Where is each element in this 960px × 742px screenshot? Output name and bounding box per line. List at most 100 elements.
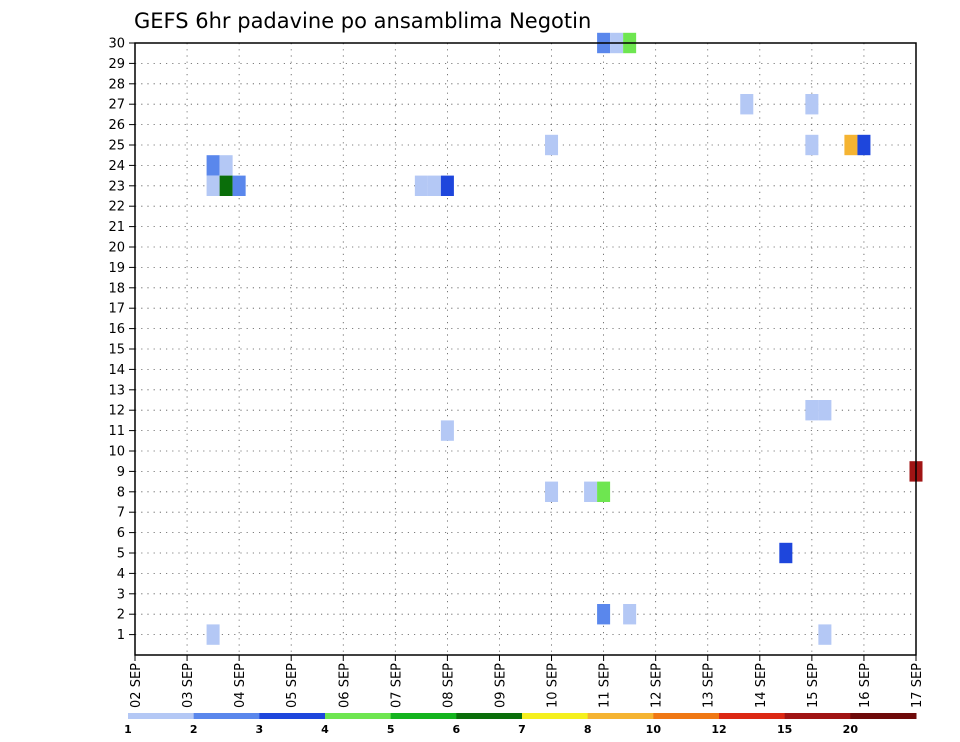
precip-cell <box>440 175 454 196</box>
precip-cell <box>206 155 220 176</box>
x-tick-label: 12 SEP <box>650 663 665 708</box>
y-tick-label: 17 <box>108 302 125 317</box>
y-tick-label: 23 <box>108 179 125 194</box>
precip-cell <box>584 481 598 502</box>
precip-cell <box>844 134 858 156</box>
colorbar-swatch <box>784 713 851 719</box>
y-tick-label: 18 <box>108 281 125 296</box>
x-tick-label: 02 SEP <box>129 663 144 708</box>
precip-cell <box>857 134 871 156</box>
x-tick-label: 14 SEP <box>754 663 769 708</box>
x-tick-label: 16 SEP <box>858 663 873 708</box>
x-tick-label: 13 SEP <box>702 663 717 708</box>
y-tick-label: 22 <box>108 200 125 215</box>
precip-cell <box>545 481 559 502</box>
colorbar-legend: 1 2 3 4 5 6 7 8 10 12 15 20 <box>124 713 917 736</box>
colorbar-label: 20 <box>843 723 859 736</box>
y-tick-label: 28 <box>108 77 125 92</box>
y-tick-label: 29 <box>108 57 125 72</box>
y-axis: 1234567891011121314151617181920212223242… <box>108 37 135 643</box>
y-tick-label: 20 <box>108 241 125 256</box>
x-tick-label: 10 SEP <box>546 663 561 708</box>
precip-cell <box>818 624 832 645</box>
y-tick-label: 7 <box>117 506 125 521</box>
x-tick-label: 15 SEP <box>806 663 821 708</box>
colorbar-label: 12 <box>711 723 726 736</box>
precip-cell <box>623 604 637 625</box>
y-tick-label: 15 <box>108 343 125 358</box>
y-tick-label: 8 <box>117 485 125 500</box>
precip-cell <box>206 624 220 645</box>
precip-cell <box>818 400 832 421</box>
y-tick-label: 2 <box>117 608 125 623</box>
y-tick-label: 5 <box>117 547 125 562</box>
colorbar-label: 8 <box>584 723 592 736</box>
y-tick-label: 9 <box>117 465 125 480</box>
colorbar-label: 5 <box>387 723 395 736</box>
colorbar-swatch <box>193 713 260 719</box>
colorbar-label: 6 <box>453 723 461 736</box>
colorbar-swatch <box>390 713 457 719</box>
colorbar-swatch <box>850 713 917 719</box>
colorbar-label: 1 <box>124 723 132 736</box>
colorbar-swatch <box>128 713 195 719</box>
y-tick-label: 1 <box>117 628 125 643</box>
precip-cell <box>219 175 233 196</box>
x-tick-label: 11 SEP <box>598 663 613 708</box>
chart-title: GEFS 6hr padavine po ansamblima Negotin <box>134 9 591 33</box>
grid-lines <box>134 42 917 655</box>
colorbar-swatch <box>259 713 326 719</box>
precip-cell <box>779 542 793 564</box>
colorbar-label: 15 <box>777 723 792 736</box>
y-tick-label: 19 <box>108 261 125 276</box>
colorbar-swatch <box>719 713 786 719</box>
x-tick-label: 03 SEP <box>181 663 196 708</box>
precip-cell <box>805 94 819 115</box>
y-tick-label: 12 <box>108 404 125 419</box>
y-tick-label: 27 <box>108 98 125 113</box>
colorbar-label: 3 <box>256 723 264 736</box>
y-tick-label: 21 <box>108 220 125 235</box>
colorbar-swatch <box>325 713 392 719</box>
y-tick-label: 14 <box>108 363 125 378</box>
precip-cell <box>206 175 220 196</box>
y-tick-label: 30 <box>108 37 125 52</box>
y-tick-label: 24 <box>108 159 125 174</box>
y-tick-label: 25 <box>108 139 125 154</box>
x-tick-label: 06 SEP <box>337 663 352 708</box>
precip-cell <box>805 134 819 156</box>
y-tick-label: 11 <box>108 424 125 439</box>
y-tick-label: 3 <box>117 587 125 602</box>
precip-cell <box>597 604 611 625</box>
precip-cell <box>440 420 454 441</box>
x-tick-label: 07 SEP <box>389 663 404 708</box>
colorbar-label: 10 <box>646 723 662 736</box>
x-tick-label: 05 SEP <box>285 663 300 708</box>
colorbar-swatch <box>456 713 523 719</box>
y-tick-label: 4 <box>117 567 125 582</box>
colorbar-label: 4 <box>321 723 329 736</box>
precip-cell <box>219 155 233 176</box>
precip-cell <box>805 400 819 421</box>
x-tick-label: 08 SEP <box>441 663 456 708</box>
y-tick-label: 16 <box>108 322 125 337</box>
precip-cell <box>545 134 559 156</box>
x-tick-label: 04 SEP <box>233 663 248 708</box>
precip-cell <box>740 94 754 115</box>
precip-cell <box>232 175 246 196</box>
x-axis: 02 SEP 03 SEP 04 SEP 05 SEP 06 SEP 07 SEP 08 S… <box>129 655 925 708</box>
data-cells <box>206 32 923 645</box>
colorbar-swatch <box>587 713 654 719</box>
precip-cell <box>414 175 428 196</box>
x-tick-label: 09 SEP <box>493 663 508 708</box>
colorbar-swatch <box>653 713 720 719</box>
colorbar-label: 7 <box>518 723 526 736</box>
y-tick-label: 26 <box>108 118 125 133</box>
precip-cell <box>427 175 441 196</box>
precip-cell <box>597 481 611 502</box>
y-tick-label: 10 <box>108 445 125 460</box>
y-tick-label: 13 <box>108 383 125 398</box>
colorbar-label: 2 <box>190 723 198 736</box>
x-tick-label: 17 SEP <box>910 663 925 708</box>
